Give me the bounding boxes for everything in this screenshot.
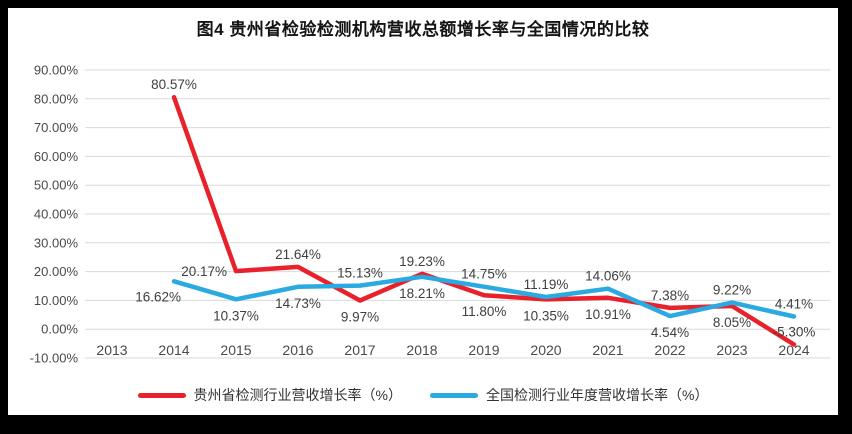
x-tick-label: 2020 bbox=[530, 342, 561, 358]
data-label: 4.41% bbox=[775, 296, 813, 311]
y-tick-label: 80.00% bbox=[34, 91, 79, 106]
data-label: 8.05% bbox=[713, 315, 751, 330]
x-tick-label: 2024 bbox=[778, 342, 809, 358]
legend-label-national: 全国检测行业年度营收增长率（%） bbox=[486, 387, 709, 403]
data-label: 14.73% bbox=[275, 296, 321, 311]
x-tick-label: 2015 bbox=[220, 342, 251, 358]
data-label: 16.62% bbox=[135, 289, 181, 304]
data-label: 9.97% bbox=[341, 309, 379, 324]
series-line-guizhou bbox=[171, 94, 797, 347]
y-tick-label: 60.00% bbox=[34, 149, 79, 164]
data-label: 10.37% bbox=[213, 308, 259, 323]
data-label: 14.75% bbox=[461, 267, 507, 282]
data-label: 19.23% bbox=[399, 254, 445, 269]
data-label: 20.17% bbox=[181, 264, 227, 279]
x-tick-label: 2021 bbox=[592, 342, 623, 358]
data-label: 7.38% bbox=[651, 288, 689, 303]
legend: 贵州省检测行业营收增长率（%） 全国检测行业年度营收增长率（%） bbox=[8, 385, 838, 405]
data-label: 4.54% bbox=[651, 325, 689, 340]
legend-line-swatch-guizhou bbox=[137, 392, 186, 398]
x-tick-label: 2014 bbox=[158, 342, 189, 358]
x-tick-label: 2018 bbox=[406, 342, 437, 358]
data-label: 80.57% bbox=[151, 77, 197, 92]
x-tick-label: 2013 bbox=[96, 342, 127, 358]
x-tick-label: 2022 bbox=[654, 342, 685, 358]
x-tick-label: 2016 bbox=[282, 342, 313, 358]
data-label: 11.19% bbox=[524, 277, 569, 292]
series-line-national bbox=[171, 274, 797, 319]
chart-title: 图4 贵州省检验检测机构营收总额增长率与全国情况的比较 bbox=[196, 20, 650, 39]
y-tick-label: 10.00% bbox=[34, 293, 79, 308]
data-label: 10.91% bbox=[585, 307, 631, 322]
y-tick-label: 20.00% bbox=[34, 264, 79, 279]
data-label: 9.22% bbox=[713, 283, 751, 298]
data-label: 10.35% bbox=[523, 308, 569, 323]
legend-item-national: 全国检测行业年度营收增长率（%） bbox=[430, 385, 708, 405]
data-label: 18.21% bbox=[399, 286, 445, 301]
plot-area: 90.00% 80.00% 70.00% 60.00% 50.00% 40.00% 30.0… bbox=[30, 63, 830, 366]
data-label: 14.06% bbox=[585, 269, 631, 284]
x-tick-label: 2023 bbox=[716, 342, 747, 358]
data-label: 11.80% bbox=[462, 304, 507, 319]
x-tick-label: 2019 bbox=[468, 342, 499, 358]
x-tick-label: 2017 bbox=[344, 342, 375, 358]
chart-frame: 90.00% 80.00% 70.00% 60.00% 50.00% 40.00% 30.0… bbox=[8, 8, 838, 415]
y-tick-label: 30.00% bbox=[34, 235, 79, 250]
y-tick-label: 40.00% bbox=[34, 207, 79, 222]
y-tick-label: 70.00% bbox=[34, 120, 79, 135]
y-tick-label: -10.00% bbox=[30, 351, 79, 366]
legend-line-swatch-national bbox=[430, 392, 478, 398]
y-tick-label: 0.00% bbox=[41, 322, 78, 337]
legend-label-guizhou: 贵州省检测行业营收增长率（%） bbox=[193, 387, 402, 403]
y-tick-label: 90.00% bbox=[34, 63, 79, 78]
y-tick-label: 50.00% bbox=[34, 178, 79, 193]
data-label: 21.64% bbox=[275, 247, 321, 262]
data-label: 15.13% bbox=[337, 266, 383, 281]
legend-item-guizhou: 贵州省检测行业营收增长率（%） bbox=[137, 385, 402, 405]
data-label: -5.30% bbox=[773, 324, 816, 339]
